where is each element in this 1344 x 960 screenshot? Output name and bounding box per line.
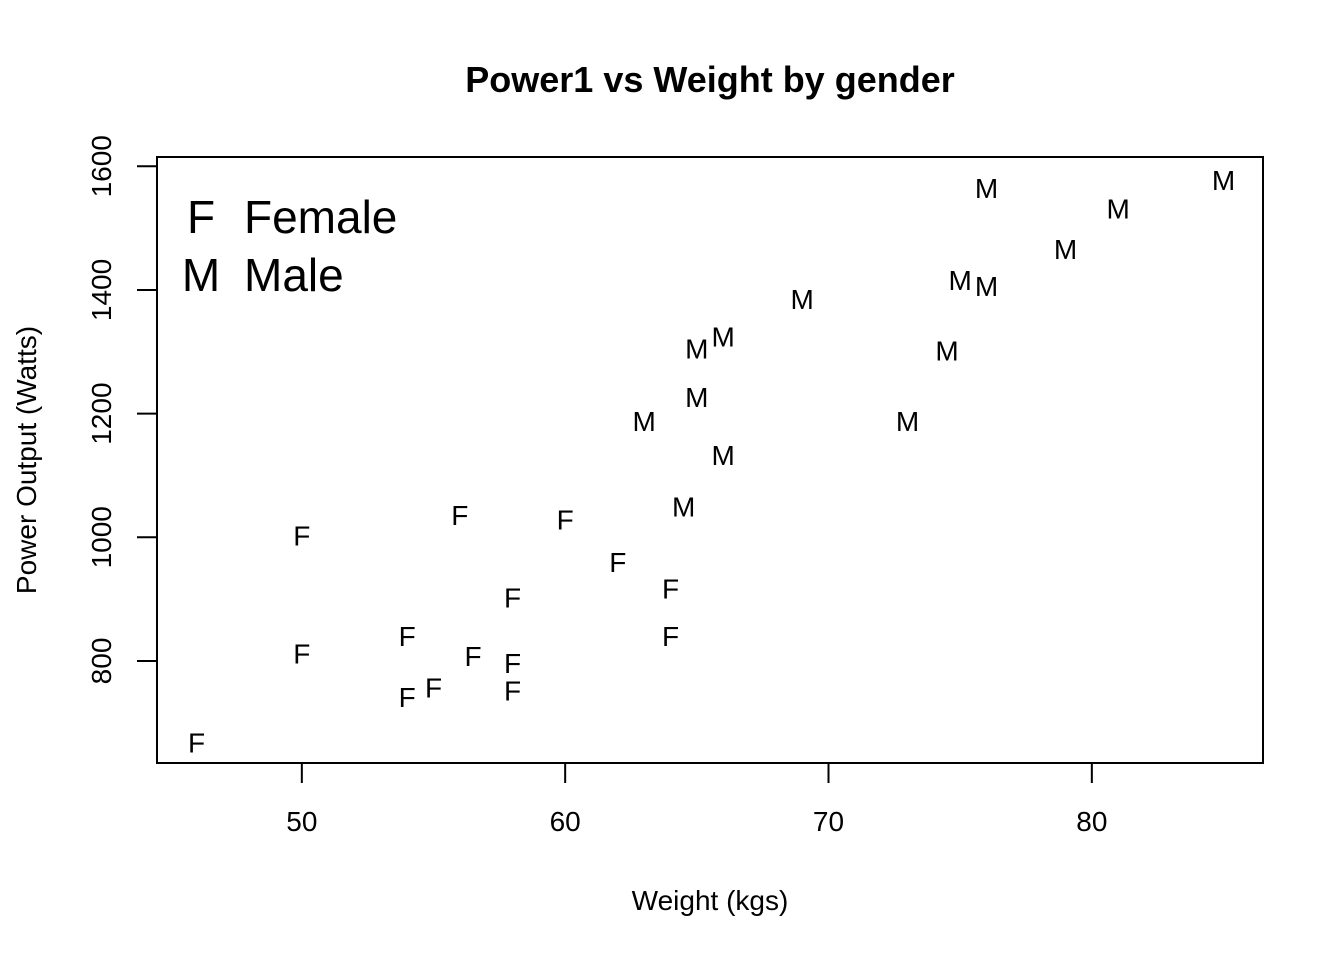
- data-point-m: M: [633, 406, 656, 437]
- data-point-f: F: [293, 520, 310, 551]
- x-tick-label: 60: [550, 806, 581, 837]
- data-point-m: M: [949, 265, 972, 296]
- y-axis-label: Power Output (Watts): [11, 326, 42, 594]
- data-point-f: F: [451, 500, 468, 531]
- data-point-m: M: [975, 271, 998, 302]
- x-tick-label: 70: [813, 806, 844, 837]
- data-point-f: F: [557, 504, 574, 535]
- data-point-f: F: [504, 676, 521, 707]
- data-point-f: F: [399, 682, 416, 713]
- data-point-m: M: [685, 382, 708, 413]
- data-point-f: F: [399, 621, 416, 652]
- legend-symbol: F: [187, 191, 215, 243]
- data-point-m: M: [935, 336, 958, 367]
- x-tick-label: 80: [1076, 806, 1107, 837]
- data-point-f: F: [464, 641, 481, 672]
- x-axis: 50 60 70 80: [286, 762, 1107, 837]
- data-point-m: M: [896, 406, 919, 437]
- y-tick-label: 1400: [86, 259, 117, 321]
- data-point-f: F: [609, 547, 626, 578]
- y-tick-label: 1600: [86, 135, 117, 197]
- data-point-m: M: [712, 440, 735, 471]
- y-tick-label: 1200: [86, 382, 117, 444]
- legend-label: Male: [244, 249, 344, 301]
- legend-symbol: M: [182, 249, 220, 301]
- data-point-f: F: [504, 582, 521, 613]
- data-point-m: M: [1054, 234, 1077, 265]
- y-axis: 800 1000 1200 1400 1600: [86, 135, 158, 685]
- data-point-f: F: [662, 574, 679, 605]
- data-point-m: M: [712, 321, 735, 352]
- x-axis-label: Weight (kgs): [632, 885, 789, 916]
- data-point-f: F: [425, 673, 442, 704]
- data-point-m: M: [975, 173, 998, 204]
- data-point-m: M: [672, 491, 695, 522]
- y-tick-label: 800: [86, 638, 117, 685]
- data-point-f: F: [662, 621, 679, 652]
- y-tick-label: 1000: [86, 506, 117, 568]
- data-point-m: M: [1212, 165, 1235, 196]
- legend: F Female M Male: [182, 191, 398, 301]
- data-point-m: M: [791, 284, 814, 315]
- data-point-f: F: [504, 648, 521, 679]
- x-tick-label: 50: [286, 806, 317, 837]
- data-point-m: M: [685, 334, 708, 365]
- chart-title: Power1 vs Weight by gender: [465, 59, 954, 100]
- plot-frame: [156, 156, 1264, 764]
- legend-label: Female: [244, 191, 397, 243]
- data-point-f: F: [293, 639, 310, 670]
- data-point-m: M: [1107, 193, 1130, 224]
- data-point-f: F: [188, 728, 205, 759]
